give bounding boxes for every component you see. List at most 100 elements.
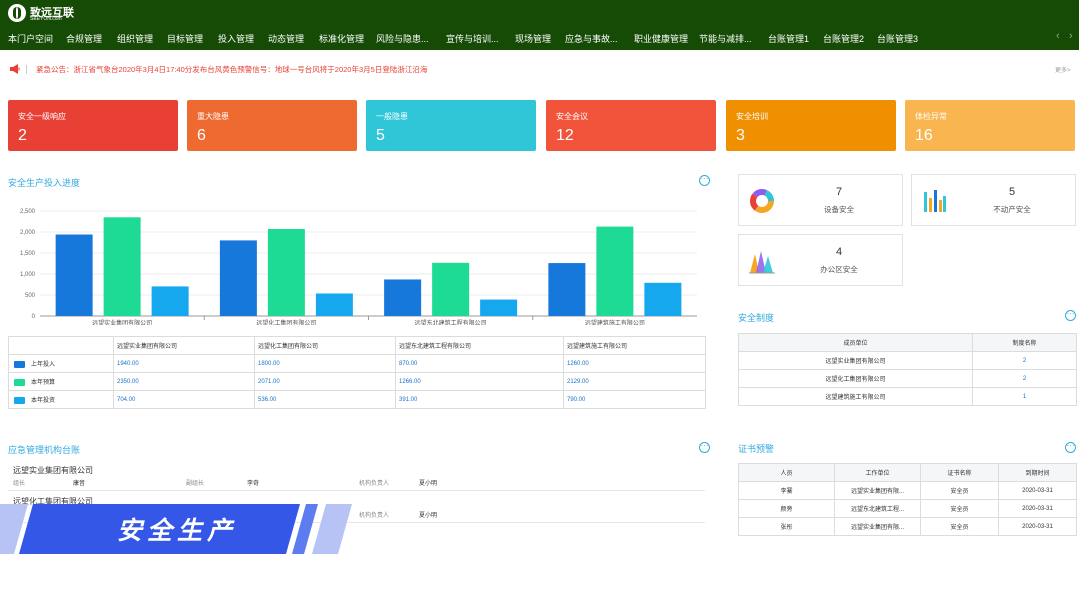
nav-item-emergency[interactable]: 应急与事故... (565, 34, 618, 44)
table-cell[interactable]: 2 (972, 351, 1077, 370)
org-field-value: 李奇 (247, 481, 260, 487)
invest-more-icon[interactable]: ··· (699, 175, 710, 186)
table-cell: 1266.00 (395, 372, 564, 391)
table-row: 本年投资 704.00 536.00 391.00 790.00 (8, 390, 706, 409)
stat-box-value: 4 (835, 246, 843, 258)
stat-card-value: 6 (197, 127, 206, 144)
emergency-more-icon[interactable]: ··· (699, 442, 710, 453)
logo-mark-inner (13, 7, 21, 19)
cert-more-icon[interactable]: ··· (1065, 442, 1076, 453)
bar[interactable] (267, 229, 305, 316)
bar[interactable] (315, 293, 353, 316)
table-header-cell (8, 336, 114, 355)
rules-more-icon[interactable]: ··· (1065, 310, 1076, 321)
nav-item-ledger3[interactable]: 台账管理3 (877, 34, 919, 44)
org-name[interactable]: 远望化工集团有限公司 (13, 497, 93, 506)
bar[interactable] (103, 217, 141, 316)
stat-card-training[interactable]: 安全培训 3 (726, 100, 896, 151)
invest-table: 远望实业集团有限公司 远望化工集团有限公司 远望东北建筑工程有限公司 远望建筑施… (8, 336, 706, 409)
bar[interactable] (384, 279, 422, 316)
stat-card-meeting[interactable]: 安全会议 12 (546, 100, 716, 151)
logo[interactable]: 致远互联 SEEYON.com (8, 3, 88, 23)
table-cell: 2071.00 (254, 372, 396, 391)
table-cell: 安全员 (920, 481, 999, 500)
x-tick-label: 远望东北建筑工程有限公司 (415, 319, 487, 325)
y-tick-label: 2,000 (20, 230, 36, 236)
table-cell: 2020-03-31 (998, 517, 1077, 536)
stat-card-level1[interactable]: 安全一级响应 2 (8, 100, 178, 151)
org-name[interactable]: 远望实业集团有限公司 (13, 466, 93, 475)
stat-card-label: 一般隐患 (376, 112, 408, 121)
notice-more-link[interactable]: 更多> (1055, 68, 1071, 74)
table-cell: 2129.00 (563, 372, 706, 391)
bar[interactable] (548, 263, 586, 316)
bar[interactable] (219, 240, 257, 316)
bar[interactable] (644, 282, 682, 316)
table-row[interactable]: 颜旁 远望东北建筑工程... 安全员 2020-03-31 (738, 499, 1077, 518)
stat-card-medical[interactable]: 体检异常 16 (905, 100, 1075, 151)
table-cell: 李騫 (738, 481, 835, 500)
nav-item-standard[interactable]: 标准化管理 (319, 34, 365, 44)
nav-item-organization[interactable]: 组织管理 (117, 34, 154, 44)
table-cell[interactable]: 1 (972, 387, 1077, 406)
bar[interactable] (151, 286, 189, 316)
nav-item-health[interactable]: 职业健康管理 (634, 34, 689, 44)
nav-item-ledger1[interactable]: 台账管理1 (768, 34, 810, 44)
table-cell: 2020-03-31 (998, 481, 1077, 500)
stat-box-label: 不动产安全 (993, 205, 1031, 214)
stat-card-general-hazard[interactable]: 一般隐患 5 (366, 100, 536, 151)
org-field-label: 副组长 (186, 481, 205, 487)
table-cell: 颜旁 (738, 499, 835, 518)
table-row: 上年投入 1940.00 1800.00 870.00 1260.00 (8, 354, 706, 373)
notice-text[interactable]: 紧急公告：浙江省气象台2020年3月4日17:40分发布台风黄色预警信号：地球一… (36, 65, 428, 74)
table-cell: 远望实业集团有限公司 (738, 351, 973, 370)
bar[interactable] (432, 262, 470, 316)
table-row[interactable]: 远望建筑施工有限公司 1 (738, 387, 1077, 406)
nav-item-invest[interactable]: 投入管理 (218, 34, 255, 44)
divider (8, 490, 705, 491)
table-row[interactable]: 远望化工集团有限公司 2 (738, 369, 1077, 388)
legend-swatch (14, 360, 25, 368)
rules-table: 成员单位 制度名称 远望实业集团有限公司 2 远望化工集团有限公司 2 远望建筑… (738, 333, 1077, 406)
nav-item-compliance[interactable]: 合规管理 (66, 34, 103, 44)
invest-section-title: 安全生产投入进度 (8, 178, 81, 188)
logo-text: 致远互联 (30, 7, 74, 19)
nav-prev-icon[interactable]: ‹ (1056, 30, 1060, 42)
table-row[interactable]: 张彤 远望实业集团有限... 安全员 2020-03-31 (738, 517, 1077, 536)
stat-card-label: 安全一级响应 (18, 112, 66, 121)
stat-card-label: 体检异常 (915, 112, 947, 121)
rules-section-title: 安全制度 (738, 313, 775, 323)
nav-item-energy[interactable]: 节能与减排... (699, 34, 752, 44)
nav-item-dynamic[interactable]: 动态管理 (268, 34, 305, 44)
nav-item-site[interactable]: 现场管理 (515, 34, 552, 44)
nav-item-risk[interactable]: 风险与隐患... (376, 34, 429, 44)
stat-box-label: 办公区安全 (820, 265, 858, 274)
nav-item-ledger2[interactable]: 台账管理2 (823, 34, 865, 44)
table-row[interactable]: 远望实业集团有限公司 2 (738, 351, 1077, 370)
stat-box-property[interactable]: 5 不动产安全 (911, 174, 1076, 226)
bar[interactable] (55, 234, 93, 316)
bar[interactable] (480, 299, 518, 316)
table-header-cell: 远望实业集团有限公司 (113, 336, 255, 355)
logo-mark-icon (8, 4, 26, 22)
table-row: 本年预算 2350.00 2071.00 1266.00 2129.00 (8, 372, 706, 391)
nav-item-training[interactable]: 宣传与培训... (446, 34, 499, 44)
nav-item-home[interactable]: 本门户空间 (8, 34, 54, 44)
bar[interactable] (596, 226, 634, 316)
org-field-label: 机构负责人 (359, 513, 390, 519)
stat-box-value: 7 (835, 186, 843, 198)
stat-card-major-hazard[interactable]: 重大隐患 6 (187, 100, 357, 151)
cert-table: 人员 工作单位 证书名称 到期时间 李騫 远望实业集团有限... 安全员 202… (738, 463, 1077, 536)
stat-box-office[interactable]: 4 办公区安全 (738, 234, 903, 286)
y-tick-label: 1,500 (20, 251, 36, 257)
nav-next-icon[interactable]: › (1069, 30, 1073, 42)
table-cell: 远望实业集团有限... (834, 517, 921, 536)
table-cell[interactable]: 2 (972, 369, 1077, 388)
nav-item-goal[interactable]: 目标管理 (167, 34, 204, 44)
table-cell: 704.00 (113, 390, 255, 409)
table-cell: 870.00 (395, 354, 564, 373)
table-cell: 536.00 (254, 390, 396, 409)
stat-box-equipment[interactable]: 7 设备安全 (738, 174, 903, 226)
table-row[interactable]: 李騫 远望实业集团有限... 安全员 2020-03-31 (738, 481, 1077, 500)
stat-card-label: 重大隐患 (197, 112, 229, 121)
